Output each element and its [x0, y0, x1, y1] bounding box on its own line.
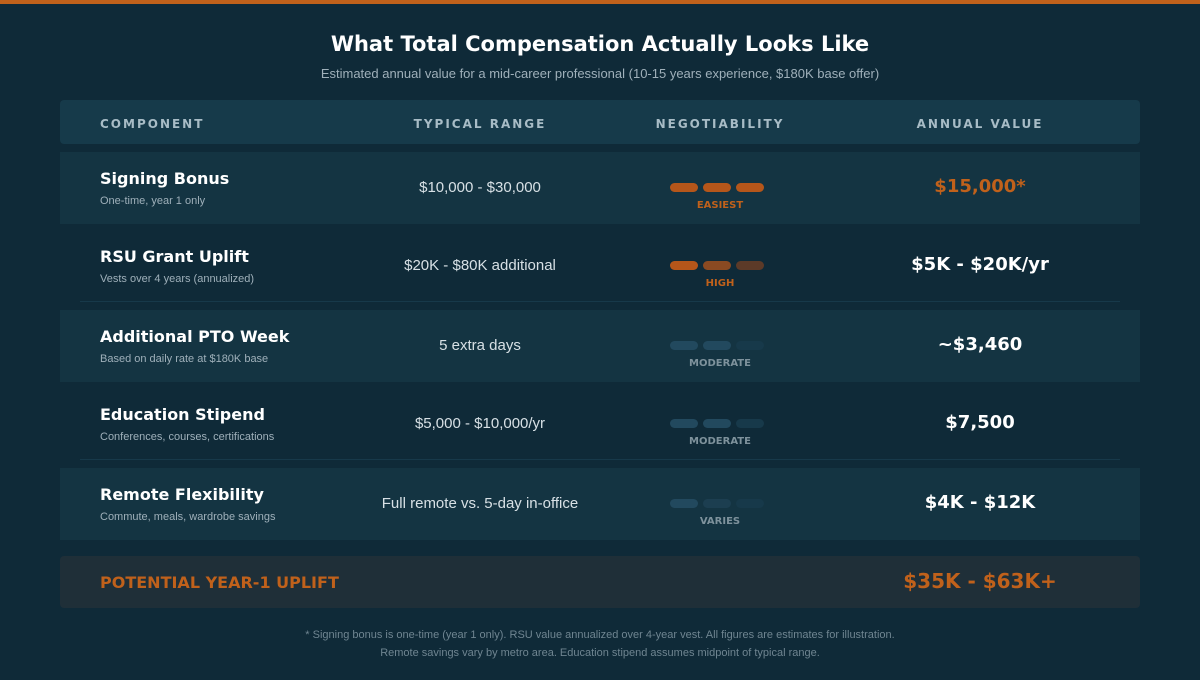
- typical-range: $10,000 - $30,000: [419, 179, 541, 196]
- component-name: Education Stipend: [100, 405, 265, 424]
- annual-value: $15,000*: [934, 176, 1026, 197]
- negotiability-pill: [670, 341, 698, 350]
- table-header: [60, 100, 1140, 144]
- typical-range: $5,000 - $10,000/yr: [414, 415, 546, 432]
- annual-value: ~$3,460: [937, 334, 1023, 355]
- negotiability-pill: [703, 499, 731, 508]
- table-row: [60, 152, 1140, 224]
- typical-range: $20K - $80K additional: [404, 257, 556, 274]
- annual-value: $5K - $20K/yr: [911, 254, 1049, 275]
- title: What Total Compensation Actually Looks L…: [330, 32, 870, 56]
- typical-range: 5 extra days: [439, 337, 521, 354]
- footnote: * Signing bonus is one-time (year 1 only…: [305, 629, 895, 641]
- footnote: Remote savings vary by metro area. Educa…: [380, 647, 820, 659]
- component-name: Additional PTO Week: [100, 327, 290, 346]
- component-note: Vests over 4 years (annualized): [100, 273, 255, 285]
- total-value: $35K - $63K+: [903, 569, 1057, 593]
- negotiability-pill: [736, 261, 764, 270]
- table-row: [60, 310, 1140, 382]
- annual-value: $7,500: [945, 412, 1015, 433]
- negotiability-label: MODERATE: [689, 436, 751, 447]
- negotiability-pill: [703, 261, 731, 270]
- negotiability-pill: [703, 419, 731, 428]
- subtitle: Estimated annual value for a mid-career …: [320, 66, 880, 81]
- negotiability-pill: [736, 419, 764, 428]
- negotiability-pill: [736, 341, 764, 350]
- negotiability-label: VARIES: [699, 516, 741, 527]
- component-name: Signing Bonus: [100, 169, 230, 188]
- component-note: Conferences, courses, certifications: [100, 431, 275, 443]
- negotiability-label: MODERATE: [689, 358, 751, 369]
- accent-bar: [0, 0, 1200, 4]
- negotiability-pill: [736, 183, 764, 192]
- total-label: POTENTIAL YEAR-1 UPLIFT: [100, 573, 339, 592]
- negotiability-pill: [703, 341, 731, 350]
- component-name: Remote Flexibility: [100, 485, 264, 504]
- total-row: [60, 556, 1140, 608]
- component-name: RSU Grant Uplift: [100, 247, 249, 266]
- negotiability-label: EASIEST: [696, 200, 744, 211]
- column-header: NEGOTIABILITY: [655, 117, 785, 131]
- negotiability-pill: [670, 261, 698, 270]
- column-header: COMPONENT: [100, 117, 205, 131]
- component-note: Based on daily rate at $180K base: [100, 353, 269, 365]
- column-header: ANNUAL VALUE: [916, 117, 1044, 131]
- negotiability-label: HIGH: [705, 278, 735, 289]
- negotiability-pill: [670, 183, 698, 192]
- component-note: One-time, year 1 only: [100, 195, 206, 207]
- negotiability-pill: [670, 499, 698, 508]
- negotiability-pill: [670, 419, 698, 428]
- table-row: [60, 468, 1140, 540]
- table-row: [80, 388, 1120, 460]
- annual-value: $4K - $12K: [924, 492, 1036, 513]
- component-note: Commute, meals, wardrobe savings: [100, 511, 276, 523]
- column-header: TYPICAL RANGE: [413, 117, 547, 131]
- negotiability-pill: [703, 183, 731, 192]
- table-row: [80, 230, 1120, 302]
- typical-range: Full remote vs. 5-day in-office: [381, 495, 579, 512]
- negotiability-pill: [736, 499, 764, 508]
